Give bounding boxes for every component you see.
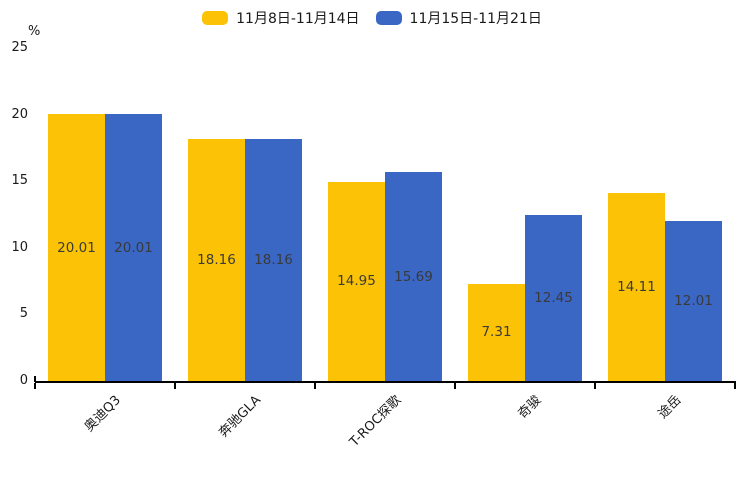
legend-swatch-week2: [375, 11, 402, 25]
x-axis-tick: [734, 383, 736, 389]
x-axis-line: [35, 381, 736, 383]
bar-value-label: 14.95: [337, 273, 376, 290]
bar-value-label: 15.69: [394, 268, 433, 285]
x-category-label: 途岳: [655, 392, 685, 422]
bar-T-ROC探歌-series2: [385, 172, 442, 381]
y-axis-unit-label: %: [28, 24, 41, 39]
bar-奔驰GLA-series2: [245, 139, 302, 381]
legend-swatch-week1: [202, 11, 229, 25]
legend-label-week1: 11月8日-11月14日: [236, 11, 360, 27]
x-axis-tick: [34, 383, 36, 389]
bar-value-label: 18.16: [197, 252, 236, 269]
bar-途岳-series1: [608, 193, 665, 381]
bar-奥迪Q3-series1: [48, 114, 105, 381]
x-axis-tick: [314, 383, 316, 389]
x-axis-tick: [174, 383, 176, 389]
bar-value-label: 20.01: [57, 239, 96, 256]
bar-value-label: 18.16: [254, 252, 293, 269]
legend-item-week2: 11月15日-11月21日: [375, 8, 542, 28]
bar-value-label: 7.31: [481, 324, 512, 341]
bar-value-label: 14.11: [617, 279, 656, 296]
x-category-label: T-ROC探歌: [347, 392, 405, 450]
y-tick-label: 10: [11, 239, 28, 255]
bar-奔驰GLA-series1: [188, 139, 245, 381]
bar-value-label: 12.01: [674, 293, 713, 309]
x-axis-tick: [454, 383, 456, 389]
y-tick-label: 20: [11, 106, 28, 122]
x-axis-tick: [594, 383, 596, 389]
y-tick-label: 25: [11, 40, 28, 55]
x-category-label: 奇骏: [515, 392, 545, 422]
bar-奥迪Q3-series2: [105, 114, 162, 381]
x-category-label: 奥迪Q3: [82, 392, 125, 435]
chart-legend: 11月8日-11月14日 11月15日-11月21日: [0, 8, 744, 28]
legend-label-week2: 11月15日-11月21日: [409, 11, 542, 27]
y-axis-origin-tick: [34, 376, 36, 382]
bar-T-ROC探歌-series1: [328, 181, 385, 381]
x-category-label: 奔驰GLA: [216, 392, 265, 441]
bar-奇骏-series1: [468, 283, 525, 381]
bar-奇骏-series2: [525, 215, 582, 381]
y-tick-label: 0: [19, 373, 28, 388]
y-tick-label: 5: [19, 306, 28, 322]
bar-value-label: 12.45: [534, 290, 573, 307]
legend-item-week1: 11月8日-11月14日: [202, 8, 360, 28]
bar-途岳-series2: [665, 221, 722, 381]
bar-value-label: 20.01: [114, 239, 153, 256]
y-tick-label: 15: [11, 173, 28, 189]
